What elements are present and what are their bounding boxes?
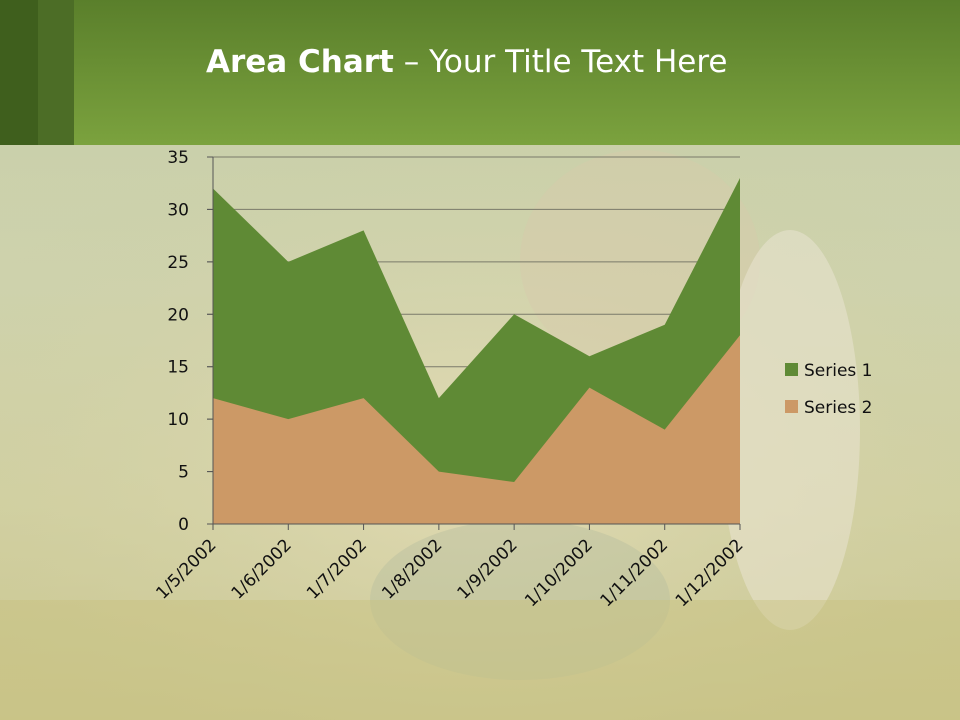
x-tick-label-6: 1/11/2002 [596,535,672,611]
legend-label-series-1: Series 1 [804,361,873,381]
y-tick-label-7: 35 [167,148,189,168]
x-tick-label-5: 1/10/2002 [521,535,597,611]
y-tick-label-0: 0 [178,515,189,535]
x-tick-label-2: 1/7/2002 [303,535,371,603]
y-tick-label-5: 25 [167,253,189,273]
y-tick-label-2: 10 [167,410,189,430]
x-tick-label-3: 1/8/2002 [378,535,446,603]
legend-label-series-2: Series 2 [804,398,873,418]
y-tick-label-1: 5 [178,463,189,483]
area-series-2 [213,335,740,524]
legend-swatch-series-1 [785,363,798,376]
slide-title-rest: – Your Title Text Here [393,44,728,80]
header-accent-mid [38,0,74,145]
slide-title-bold: Area Chart [206,44,394,80]
y-tick-label-3: 15 [167,358,189,378]
y-tick-label-6: 30 [167,200,189,220]
header-band [0,0,960,145]
x-tick-label-7: 1/12/2002 [672,535,748,611]
x-tick-label-1: 1/6/2002 [228,535,296,603]
x-tick-label-4: 1/9/2002 [454,535,522,603]
y-tick-label-4: 20 [167,305,189,325]
legend-swatch-series-2 [785,400,798,413]
x-tick-label-0: 1/5/2002 [152,535,220,603]
header-accent-dark [0,0,38,145]
slide-title: Area Chart – Your Title Text Here [206,42,906,86]
